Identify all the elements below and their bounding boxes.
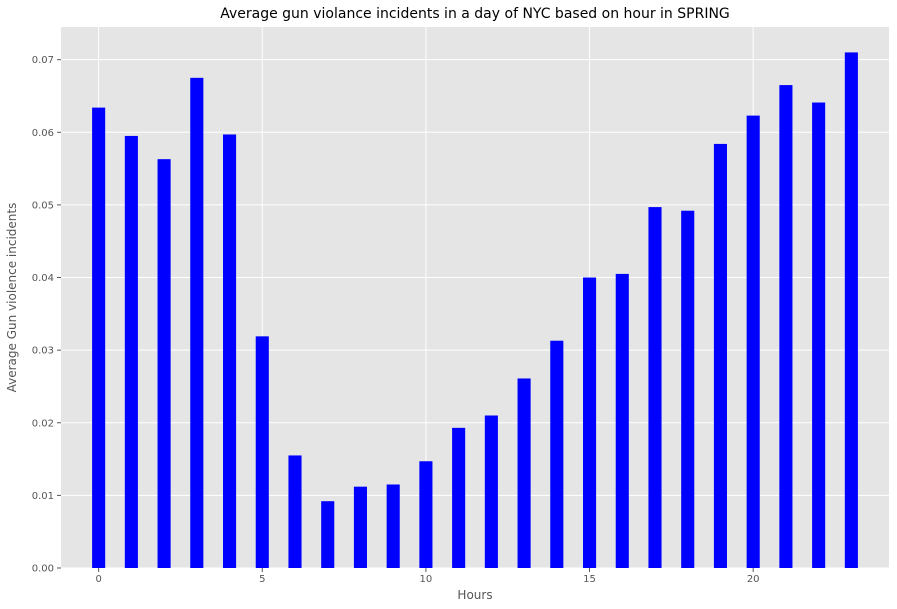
x-axis: 0 5 10 15 20	[95, 568, 760, 585]
y-tick-label: 0.01	[32, 491, 54, 502]
y-tick-label: 0.02	[32, 418, 54, 429]
bars	[92, 52, 858, 569]
x-tick-label: 10	[420, 574, 433, 585]
bar-hour-9	[386, 484, 400, 568]
bar-hour-11	[452, 427, 466, 568]
y-tick-label: 0.06	[32, 128, 54, 139]
chart-title: Average gun violance incidents in a day …	[220, 6, 730, 22]
bar-hour-2	[157, 159, 171, 568]
x-axis-title: Hours	[457, 588, 492, 602]
y-tick-label: 0.05	[32, 200, 54, 211]
bar-hour-10	[419, 461, 433, 568]
bar-hour-21	[779, 85, 793, 568]
bar-hour-17	[648, 207, 662, 568]
bar-hour-4	[223, 134, 237, 569]
x-tick-label: 20	[747, 574, 760, 585]
bar-hour-23	[844, 52, 858, 568]
bar-hour-8	[353, 486, 367, 568]
bar-hour-5	[255, 336, 269, 568]
y-tick-label: 0.07	[32, 55, 54, 66]
bar-hour-16	[615, 273, 629, 568]
bar-hour-7	[321, 501, 335, 568]
x-tick-label: 5	[259, 574, 265, 585]
y-tick-label: 0.00	[32, 564, 54, 575]
y-tick-label: 0.04	[32, 273, 54, 284]
y-tick-label: 0.03	[32, 346, 54, 357]
bar-hour-12	[484, 415, 498, 568]
bar-hour-14	[550, 340, 564, 568]
bar-hour-13	[517, 378, 531, 568]
y-axis: 0.00 0.01 0.02 0.03 0.04 0.05 0.06 0.07	[32, 55, 61, 575]
bar-hour-0	[92, 107, 106, 568]
plot-background	[61, 27, 889, 568]
bar-hour-6	[288, 455, 302, 568]
bar-hour-3	[190, 77, 204, 568]
y-axis-title: Average Gun violence incidents	[5, 203, 19, 393]
bar-hour-22	[812, 102, 826, 568]
bar-hour-15	[583, 277, 597, 568]
bar-hour-18	[681, 210, 695, 568]
bar-hour-19	[713, 143, 727, 568]
bar-hour-20	[746, 115, 760, 568]
x-tick-label: 0	[95, 574, 101, 585]
bar-hour-1	[124, 135, 138, 568]
x-tick-label: 15	[583, 574, 596, 585]
